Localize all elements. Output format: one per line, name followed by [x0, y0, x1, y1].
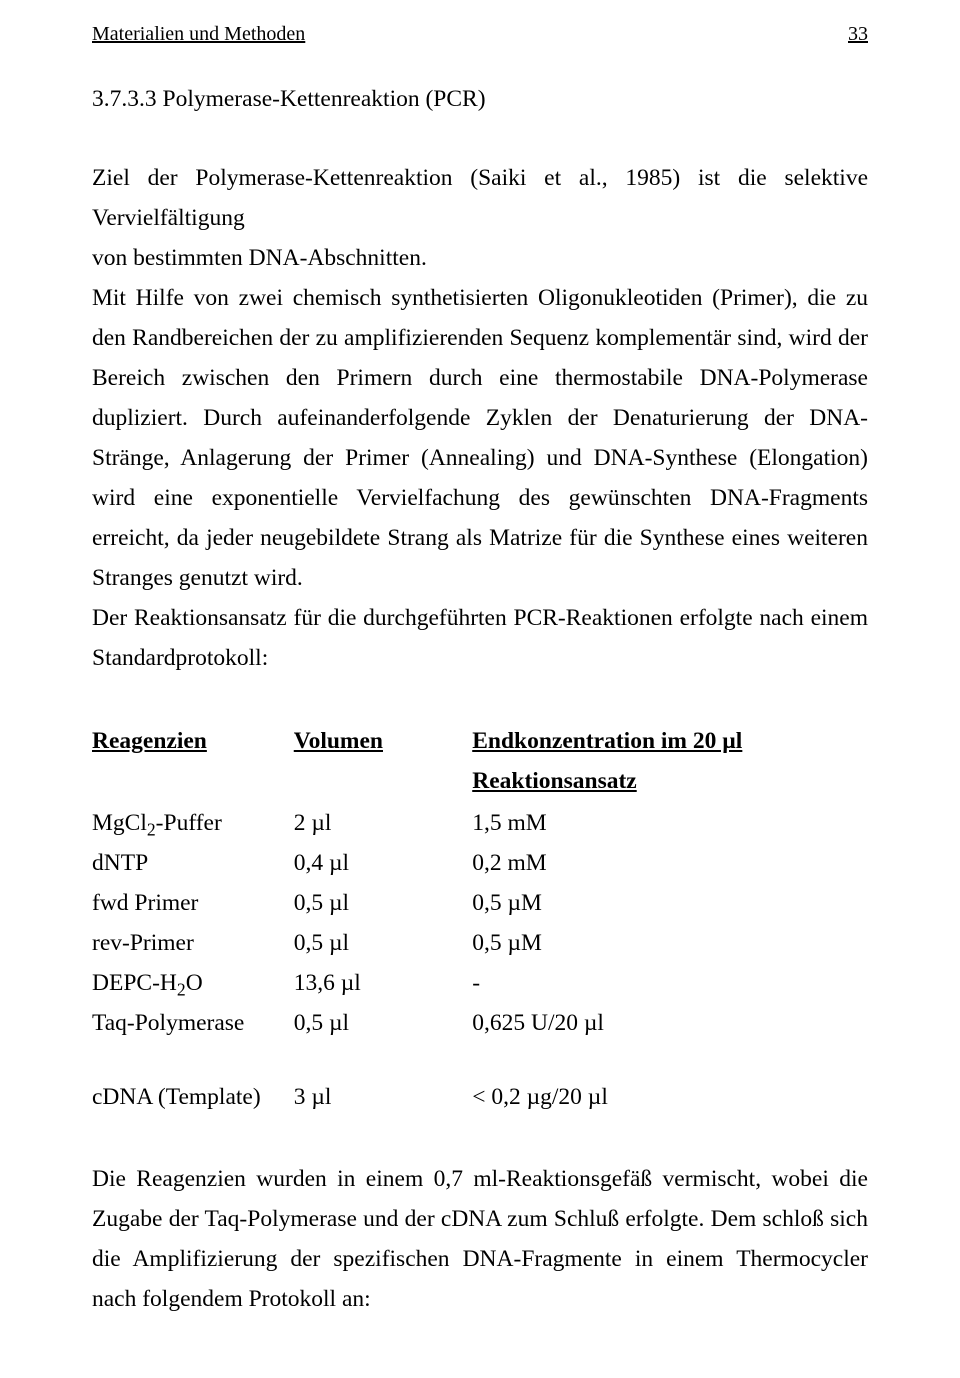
header-right: 33 [848, 22, 868, 46]
table-row: dNTP0,4 µl0,2 mM [92, 844, 868, 884]
cell-volume: 13,6 µl [294, 964, 472, 1004]
col-header-endkonzentration: Endkonzentration im 20 µl Reaktionsansat… [472, 722, 868, 804]
cell-concentration: 0,2 mM [472, 844, 868, 884]
col-header-reagenzien: Reagenzien [92, 722, 294, 804]
header-left: Materialien und Methoden [92, 22, 305, 46]
cell-volume: 3 µl [294, 1078, 472, 1118]
table-row: rev-Primer0,5 µl0,5 µM [92, 924, 868, 964]
cell-concentration: 0,625 U/20 µl [472, 1004, 868, 1044]
cell-concentration: 0,5 µM [472, 884, 868, 924]
table-header-row: Reagenzien Volumen Endkonzentration im 2… [92, 722, 868, 804]
cell-concentration: 1,5 mM [472, 804, 868, 844]
cell-reagent: rev-Primer [92, 924, 294, 964]
cell-reagent: fwd Primer [92, 884, 294, 924]
table-row: fwd Primer0,5 µl0,5 µM [92, 884, 868, 924]
cell-concentration: 0,5 µM [472, 924, 868, 964]
cell-reagent: DEPC-H2O [92, 964, 294, 1004]
cell-reagent: Taq-Polymerase [92, 1004, 294, 1044]
cell-volume: 0,5 µl [294, 1004, 472, 1044]
table-gap [92, 1044, 868, 1078]
cell-concentration: - [472, 964, 868, 1004]
cell-reagent: MgCl2-Puffer [92, 804, 294, 844]
closing-paragraph: Die Reagenzien wurden in einem 0,7 ml-Re… [92, 1160, 868, 1320]
intro-paragraph-line1: Ziel der Polymerase-Kettenreaktion (Saik… [92, 159, 868, 239]
body-paragraph-1: Mit Hilfe von zwei chemisch synthetisier… [92, 279, 868, 599]
reagents-table: Reagenzien Volumen Endkonzentration im 2… [92, 722, 868, 1117]
table-row: Taq-Polymerase0,5 µl0,625 U/20 µl [92, 1004, 868, 1044]
intro-paragraph-line2: von bestimmten DNA-Abschnitten. [92, 239, 868, 279]
cell-concentration: < 0,2 µg/20 µl [472, 1078, 868, 1118]
cell-volume: 2 µl [294, 804, 472, 844]
table-row: MgCl2-Puffer2 µl1,5 mM [92, 804, 868, 844]
cell-reagent: dNTP [92, 844, 294, 884]
section-title: 3.7.3.3 Polymerase-Kettenreaktion (PCR) [92, 82, 868, 117]
cell-volume: 0,5 µl [294, 924, 472, 964]
cell-volume: 0,4 µl [294, 844, 472, 884]
table-row: DEPC-H2O13,6 µl- [92, 964, 868, 1004]
cell-volume: 0,5 µl [294, 884, 472, 924]
cell-reagent: cDNA (Template) [92, 1078, 294, 1118]
col-header-volumen: Volumen [294, 722, 472, 804]
page-header: Materialien und Methoden 33 [92, 22, 868, 46]
table-row: cDNA (Template) 3 µl < 0,2 µg/20 µl [92, 1078, 868, 1118]
body-paragraph-2: Der Reaktionsansatz für die durchgeführt… [92, 599, 868, 679]
